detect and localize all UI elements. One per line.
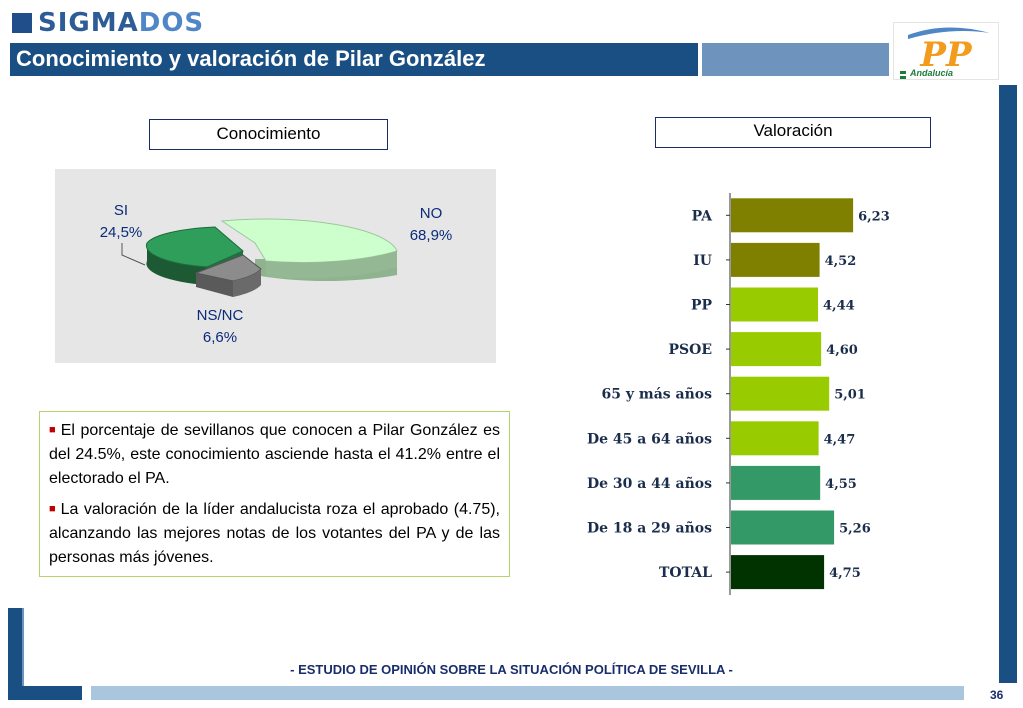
chart-bar xyxy=(731,421,819,456)
chart-value-label: 6,23 xyxy=(858,209,890,224)
pie-leader-line xyxy=(121,243,146,266)
brand-name-part2: DOS xyxy=(138,8,205,38)
chart-value-label: 5,01 xyxy=(834,388,866,403)
chart-category-label: IU xyxy=(693,253,712,269)
chart-category-label: De 18 a 29 años xyxy=(587,520,712,537)
chart-value-label: 5,26 xyxy=(839,522,871,537)
valoracion-bar-chart: PA 6,23 IU 4,52 PP 4,44 PSOE 4,60 65 y más años 5… xyxy=(587,193,890,595)
conocimiento-heading: Conocimiento xyxy=(149,119,388,150)
right-decor-stripe xyxy=(999,85,1017,683)
pie-slice-no-edge xyxy=(266,251,397,279)
chart-value-label: 4,44 xyxy=(823,299,855,314)
square-bullet-icon: ■ xyxy=(49,424,57,436)
chart-value-label: 4,60 xyxy=(826,343,858,358)
brand-logo: SIGMADOS xyxy=(12,8,204,38)
pie-slice-nsnc-edge xyxy=(233,269,261,297)
chart-bar xyxy=(731,332,822,367)
summary-bullet-text: La valoración de la líder andalucista ro… xyxy=(49,501,500,566)
pie-chart xyxy=(121,218,398,297)
pie-label-nsnc-value: 6,6% xyxy=(202,329,238,346)
svg-text:PP: PP xyxy=(919,35,973,75)
chart-value-label: 4,47 xyxy=(824,432,856,447)
pie-label-no-value: 68,9% xyxy=(409,227,453,244)
page-title: Conocimiento y valoración de Pilar Gonzá… xyxy=(16,46,486,71)
chart-category-label: De 30 a 44 años xyxy=(587,475,712,492)
pie-label-nsnc: NS/NC 6,6% xyxy=(180,305,260,349)
chart-bar xyxy=(731,287,819,322)
pie-label-nsnc-name: NS/NC xyxy=(196,307,244,324)
left-decor-stripe xyxy=(8,608,22,686)
pie-slice-no xyxy=(220,218,398,264)
chart-value-label: 4,52 xyxy=(825,254,857,269)
footer-bar-dark xyxy=(8,686,82,700)
square-bullet-icon: ■ xyxy=(49,503,57,515)
pie-label-no-name: NO xyxy=(419,205,443,222)
chart-value-label: 4,55 xyxy=(825,477,857,492)
chart-category-label: De 45 a 64 años xyxy=(587,430,712,447)
pie-label-si-name: SI xyxy=(113,202,129,219)
pie-label-si-value: 24,5% xyxy=(99,224,143,241)
chart-bar xyxy=(731,555,825,590)
summary-bullet-text: El porcentaje de sevillanos que conocen … xyxy=(49,422,501,487)
page-number: 36 xyxy=(990,688,1004,702)
chart-category-label: TOTAL xyxy=(659,565,712,581)
brand-square-icon xyxy=(12,13,32,33)
summary-box: ■ El porcentaje de sevillanos que conocen… xyxy=(39,411,510,577)
footer-bar-light xyxy=(91,686,964,700)
brand-name: SIGMADOS xyxy=(38,8,204,38)
brand-name-part1: SIGMA xyxy=(38,8,139,38)
valoracion-heading: Valoración xyxy=(655,117,931,148)
chart-category-label: PSOE xyxy=(668,342,712,358)
pie-label-si: SI 24,5% xyxy=(90,200,152,244)
summary-bullet: ■ El porcentaje de sevillanos que conocen… xyxy=(49,418,500,491)
left-decor-stripe-light xyxy=(22,608,24,686)
pp-andalucia-logo: PP Andalucía xyxy=(893,22,999,80)
summary-bullet: ■ La valoración de la líder andalucista r… xyxy=(49,497,500,570)
pie-chart-panel xyxy=(55,169,496,363)
title-bar-accent xyxy=(702,43,889,76)
chart-category-label: PP xyxy=(691,298,713,314)
chart-bar xyxy=(731,510,835,545)
title-bar: Conocimiento y valoración de Pilar Gonzá… xyxy=(10,43,698,76)
pie-label-no: NO 68,9% xyxy=(393,203,469,247)
chart-category-label: PA xyxy=(692,208,714,224)
pp-logo-icon: PP xyxy=(900,27,990,79)
chart-bar xyxy=(731,465,821,500)
chart-category-label: 65 y más años xyxy=(602,386,713,403)
chart-bar xyxy=(731,242,820,277)
chart-bar xyxy=(731,376,830,411)
logo-subtitle: Andalucía xyxy=(910,68,954,78)
chart-bar xyxy=(731,198,854,233)
chart-value-label: 4,75 xyxy=(829,566,861,581)
footer-study-title: - ESTUDIO DE OPINIÓN SOBRE LA SITUACIÓN … xyxy=(290,662,733,677)
